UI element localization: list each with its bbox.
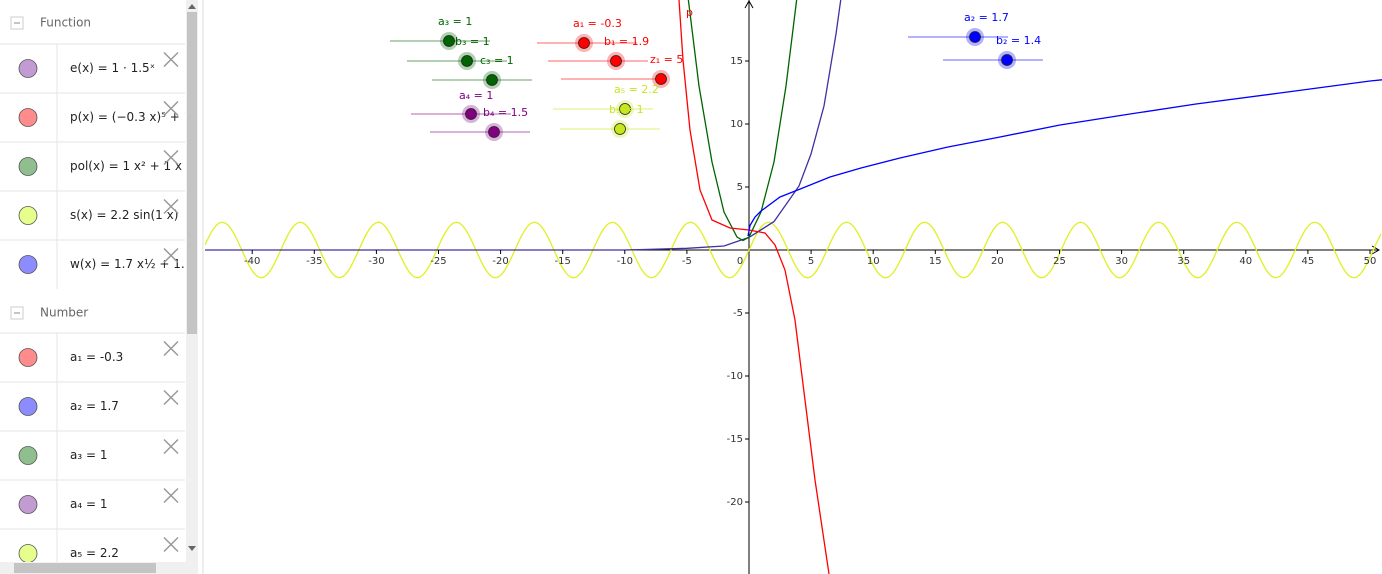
algebra-view: Function e(x) = 1 · 1.5ˣ p(x) = (−0.3 x)⁵ … xyxy=(0,16,207,574)
slider-label: a₁ = -0.3 xyxy=(573,17,622,30)
graphics-view: p -40 -35 -30 -25 -20 -15 -10 -5 0 5 10 15 20 25 30 35 4… xyxy=(205,0,1382,574)
group-title: Number xyxy=(40,306,88,320)
delete-button[interactable] xyxy=(163,487,179,504)
x-tick-label: 10 xyxy=(867,256,880,267)
slider-point[interactable] xyxy=(610,55,622,67)
visibility-toggle[interactable] xyxy=(18,495,38,514)
algebra-item[interactable]: a₂ = 1.7 xyxy=(70,399,119,413)
slider-label: b₂ = 1.4 xyxy=(996,34,1041,47)
curve-p[interactable] xyxy=(678,0,830,574)
curve-e[interactable] xyxy=(205,0,842,251)
visibility-toggle[interactable] xyxy=(18,157,38,176)
slider-label: b₅ = 1 xyxy=(609,103,644,116)
y-axis-arrow xyxy=(744,0,754,9)
x-tick-label: 50 xyxy=(1364,256,1377,267)
slider-point[interactable] xyxy=(461,55,473,67)
y-tick-label: 5 xyxy=(737,182,743,193)
curve-s[interactable] xyxy=(205,221,1382,279)
h-scrollbar-thumb[interactable] xyxy=(14,563,156,573)
x-tick-label: -10 xyxy=(617,256,633,267)
x-tick-label: 35 xyxy=(1177,256,1190,267)
slider-point[interactable] xyxy=(443,35,455,47)
curve-pol[interactable] xyxy=(687,0,798,242)
delete-button[interactable] xyxy=(163,198,179,215)
y-tick-label: 10 xyxy=(730,119,743,130)
x-tick-label: -20 xyxy=(492,256,508,267)
visibility-toggle[interactable] xyxy=(18,59,38,78)
y-tick-label: -10 xyxy=(727,371,743,382)
x-tick-label: 0 xyxy=(737,256,743,267)
slider-point[interactable] xyxy=(1001,54,1013,66)
x-tick-label: -30 xyxy=(368,256,384,267)
delete-button[interactable] xyxy=(163,51,179,68)
x-tick-label: 5 xyxy=(808,256,814,267)
algebra-item[interactable]: a₃ = 1 xyxy=(70,448,107,462)
x-tick-label: 40 xyxy=(1239,256,1252,267)
algebra-item[interactable]: p(x) = (−0.3 x)⁵ + 1 xyxy=(70,110,191,124)
slider-point[interactable] xyxy=(486,74,498,86)
slider-point[interactable] xyxy=(969,31,981,43)
slider-label: b₃ = 1 xyxy=(455,35,490,48)
x-tick-label: 15 xyxy=(929,256,942,267)
slider-label: a₂ = 1.7 xyxy=(964,11,1009,24)
y-tick-label: -15 xyxy=(727,434,743,445)
slider-point[interactable] xyxy=(488,126,500,138)
slider-point[interactable] xyxy=(578,37,590,49)
visibility-toggle[interactable] xyxy=(18,108,38,127)
curve-label: p xyxy=(686,6,693,19)
slider-point[interactable] xyxy=(655,73,667,85)
y-tick-label: -5 xyxy=(733,308,743,319)
x-tick-label: -15 xyxy=(555,256,571,267)
algebra-item[interactable]: s(x) = 2.2 sin(1 x) xyxy=(70,208,178,222)
slider-label: c₃ = 1 xyxy=(480,54,514,67)
x-tick-label: -35 xyxy=(306,256,322,267)
algebra-item[interactable]: pol(x) = 1 x² + 1 x + 1 xyxy=(70,159,207,173)
algebra-item[interactable]: a₁ = -0.3 xyxy=(70,350,123,364)
x-tick-label: -5 xyxy=(682,256,692,267)
visibility-toggle[interactable] xyxy=(18,446,38,465)
y-tick-label: -20 xyxy=(727,497,743,508)
curve-w[interactable] xyxy=(747,79,1382,237)
algebra-item[interactable]: a₄ = 1 xyxy=(70,497,107,511)
slider-label: a₄ = 1 xyxy=(459,89,493,102)
x-tick-label: 20 xyxy=(991,256,1004,267)
visibility-toggle[interactable] xyxy=(18,348,38,367)
slider-point[interactable] xyxy=(619,103,631,115)
visibility-toggle[interactable] xyxy=(18,544,38,563)
delete-button[interactable] xyxy=(163,100,179,117)
scroll-down[interactable] xyxy=(188,546,196,551)
x-tick-label: 30 xyxy=(1115,256,1128,267)
y-tick-label: 15 xyxy=(730,56,743,67)
delete-button[interactable] xyxy=(163,149,179,166)
scrollbar-thumb[interactable] xyxy=(187,12,197,334)
delete-button[interactable] xyxy=(163,340,179,357)
slider-label: z₁ = 5 xyxy=(650,53,683,66)
delete-button[interactable] xyxy=(163,536,179,553)
delete-button[interactable] xyxy=(163,389,179,406)
slider-point[interactable] xyxy=(614,123,626,135)
delete-button[interactable] xyxy=(163,438,179,455)
visibility-toggle[interactable] xyxy=(18,397,38,416)
visibility-toggle[interactable] xyxy=(18,255,38,274)
slider-point[interactable] xyxy=(465,108,477,120)
x-tick-label: -40 xyxy=(244,256,260,267)
slider-label: a₃ = 1 xyxy=(438,15,472,28)
algebra-item[interactable]: e(x) = 1 · 1.5ˣ xyxy=(70,61,155,75)
group-title: Function xyxy=(40,16,91,30)
delete-button[interactable] xyxy=(163,247,179,264)
slider-label: a₅ = 2.2 xyxy=(614,83,659,96)
algebra-item[interactable]: a₅ = 2.2 xyxy=(70,546,119,560)
slider-label: b₄ = 1.5 xyxy=(483,106,528,119)
algebra-item[interactable]: w(x) = 1.7 x½ + 1.4 xyxy=(70,257,192,271)
visibility-toggle[interactable] xyxy=(18,206,38,225)
x-tick-label: 25 xyxy=(1053,256,1066,267)
slider-label: b₁ = 1.9 xyxy=(604,35,649,48)
scroll-up[interactable] xyxy=(188,4,196,9)
x-tick-label: 45 xyxy=(1302,256,1315,267)
x-tick-label: -25 xyxy=(430,256,446,267)
